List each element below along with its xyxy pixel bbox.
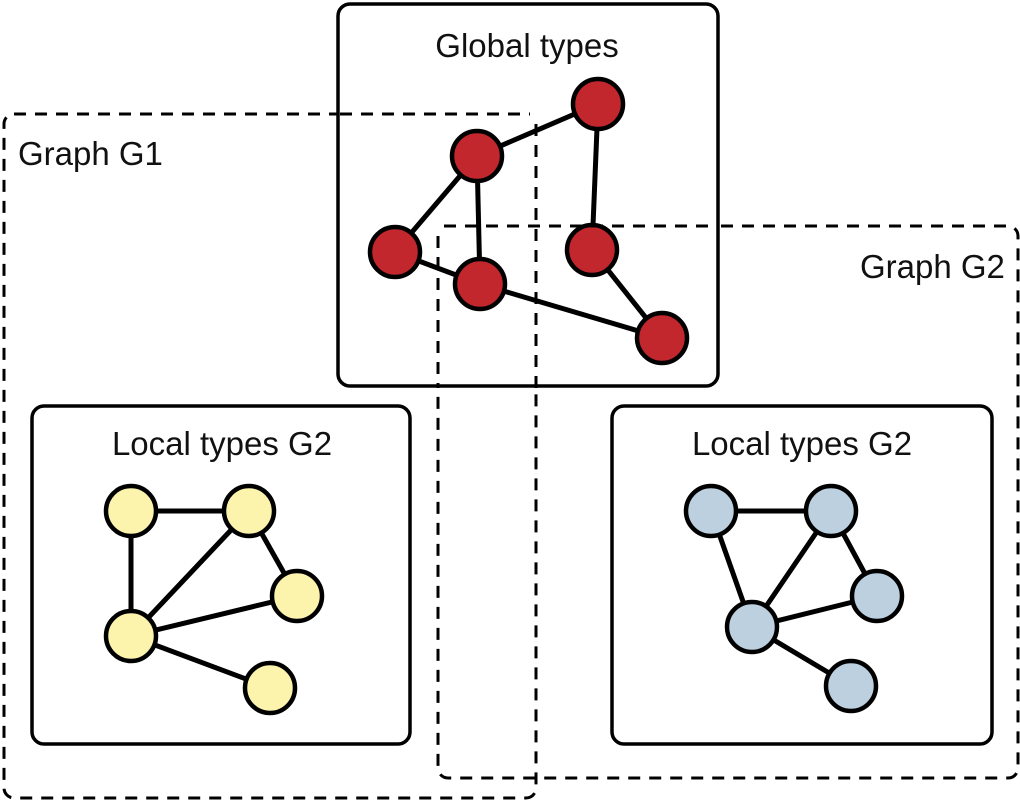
global-type-nodes — [367, 76, 690, 366]
graph-g2-region — [436, 224, 1020, 780]
global-type-node — [452, 256, 508, 312]
local-right-nodes — [683, 483, 905, 714]
graph-g1-region — [2, 112, 538, 800]
local-types-box-left: Local types G2 — [30, 404, 412, 746]
graph-g2-label: Graph G2 — [860, 248, 1005, 285]
global-type-node — [634, 310, 690, 366]
global-type-node — [564, 222, 620, 278]
global-edge — [477, 281, 665, 341]
local-type-node — [803, 483, 859, 539]
graph-g1-label: Graph G1 — [18, 135, 163, 172]
local-type-node — [849, 568, 905, 624]
local-type-node — [242, 660, 298, 716]
local-type-node — [103, 608, 159, 664]
global-types-title: Global types — [435, 27, 618, 64]
local-types-right-title: Local types G2 — [692, 425, 912, 462]
local-types-box-right: Local types G2 — [610, 404, 994, 746]
local-type-node — [221, 483, 277, 539]
global-type-node — [570, 76, 626, 132]
local-type-node — [724, 599, 780, 655]
local-type-node — [683, 483, 739, 539]
local-edge — [128, 508, 252, 639]
global-type-node — [449, 128, 505, 184]
local-edge — [128, 593, 300, 639]
local-types-left-title: Local types G2 — [112, 425, 332, 462]
global-types-box: Global types — [336, 2, 720, 388]
global-type-node — [367, 224, 423, 280]
local-type-node — [103, 483, 159, 539]
local-type-node — [269, 568, 325, 624]
local-type-node — [823, 658, 879, 714]
local-left-nodes — [103, 483, 325, 716]
dashed-overlay-lines — [340, 112, 716, 388]
